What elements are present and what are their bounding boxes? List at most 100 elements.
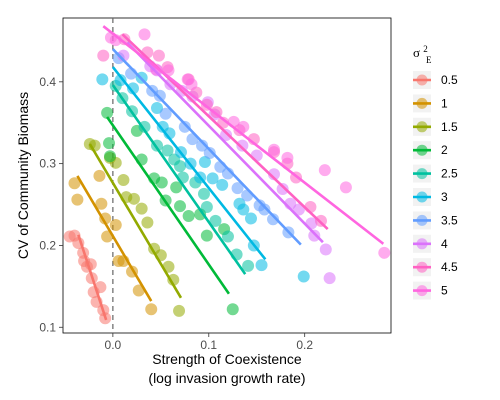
data-point: [209, 214, 222, 227]
data-point: [103, 150, 116, 163]
data-point: [318, 164, 331, 177]
legend-label: 4: [441, 237, 448, 251]
legend-item: 1: [413, 94, 448, 113]
data-point: [150, 63, 163, 76]
x-tick-label: 0.1: [200, 338, 217, 352]
data-point: [319, 243, 332, 256]
data-point: [250, 149, 263, 162]
y-tick-label: 0.2: [39, 238, 56, 252]
legend-label: 0.5: [441, 73, 458, 87]
data-point: [152, 49, 165, 62]
regression-line: [102, 25, 385, 245]
data-point: [96, 73, 109, 86]
legend-title-subscript: E: [426, 55, 432, 65]
data-point: [200, 201, 213, 213]
data-point: [203, 147, 216, 159]
y-axis-title: CV of Community Biomass: [15, 92, 31, 259]
regression-line: [111, 84, 247, 275]
data-point: [221, 230, 234, 243]
x-tick-label: 0.0: [105, 338, 122, 352]
x-tick-label: 0.2: [296, 338, 313, 352]
data-point: [141, 216, 154, 229]
legend-title-sigma: σ: [413, 45, 420, 60]
x-axis-title: Strength of Coexistence: [152, 351, 302, 367]
data-point: [155, 176, 168, 189]
data-point: [276, 183, 289, 195]
data-point: [109, 219, 122, 231]
regression-line: [106, 116, 230, 295]
legend-item: 4: [413, 234, 448, 253]
data-point: [185, 78, 198, 91]
legend-label: 5: [441, 284, 448, 298]
data-point: [206, 172, 219, 185]
legend-label: 2: [441, 143, 448, 157]
data-point: [150, 102, 163, 114]
data-point: [170, 181, 183, 194]
data-point: [226, 303, 239, 316]
data-point: [138, 28, 151, 41]
data-point: [182, 210, 195, 222]
regression-line: [76, 175, 153, 302]
data-point: [174, 160, 187, 173]
data-point: [297, 270, 310, 283]
data-point: [145, 303, 158, 316]
regression-line: [77, 234, 108, 321]
y-tick-label: 0.4: [39, 75, 56, 89]
data-point: [255, 259, 268, 272]
regression-lines: [76, 25, 385, 321]
data-point: [71, 193, 84, 206]
legend-items: 0.5 1 1.5 2 2.5 3 3.5 4 4.5 5: [413, 71, 458, 300]
legend-item: 1.5: [413, 117, 458, 136]
data-point: [97, 49, 110, 62]
data-point: [93, 169, 106, 182]
legend-label: 4.5: [441, 260, 458, 274]
data-point: [178, 120, 191, 133]
legend-label: 1: [441, 96, 448, 110]
data-point: [267, 168, 280, 181]
regression-line: [111, 66, 267, 261]
legend-label: 3: [441, 190, 448, 204]
data-point: [167, 273, 180, 286]
legend-label: 3.5: [441, 213, 458, 227]
y-tick-label: 0.3: [39, 157, 56, 171]
data-point: [323, 272, 336, 285]
data-point: [159, 107, 172, 120]
data-point: [237, 203, 250, 216]
y-tick-label: 0.1: [39, 320, 56, 334]
data-point: [174, 200, 187, 213]
data-point: [135, 202, 148, 215]
data-point: [153, 89, 166, 102]
data-point: [231, 182, 244, 195]
data-point: [117, 174, 130, 186]
regression-line: [126, 41, 324, 244]
data-point: [220, 129, 233, 141]
y-axis-ticks: 0.1 0.2 0.3 0.4: [39, 75, 63, 334]
legend: σ 2 E 0.5 1 1.5 2 2.5 3 3.5 4 4.5 5: [413, 40, 458, 300]
data-point: [103, 137, 116, 150]
legend-item: 2: [413, 141, 448, 160]
data-point: [101, 106, 114, 119]
data-point: [127, 192, 140, 205]
data-point: [267, 143, 280, 156]
data-point: [216, 178, 229, 191]
data-point: [242, 259, 255, 272]
legend-title: σ 2 E: [413, 40, 432, 65]
data-point: [68, 177, 81, 190]
regression-line: [88, 143, 183, 299]
data-point: [378, 246, 391, 259]
legend-item: 3.5: [413, 211, 458, 230]
data-point: [196, 139, 209, 152]
data-point: [292, 203, 305, 216]
data-point: [118, 33, 131, 46]
legend-item: 0.5: [413, 71, 458, 89]
legend-label: 2.5: [441, 167, 458, 181]
data-point: [127, 82, 140, 95]
data-point: [258, 203, 271, 216]
data-point: [173, 304, 186, 317]
data-point: [95, 197, 108, 210]
data-point: [161, 144, 174, 157]
regression-line: [111, 48, 302, 246]
legend-item: 3: [413, 188, 448, 206]
data-point: [198, 156, 211, 168]
